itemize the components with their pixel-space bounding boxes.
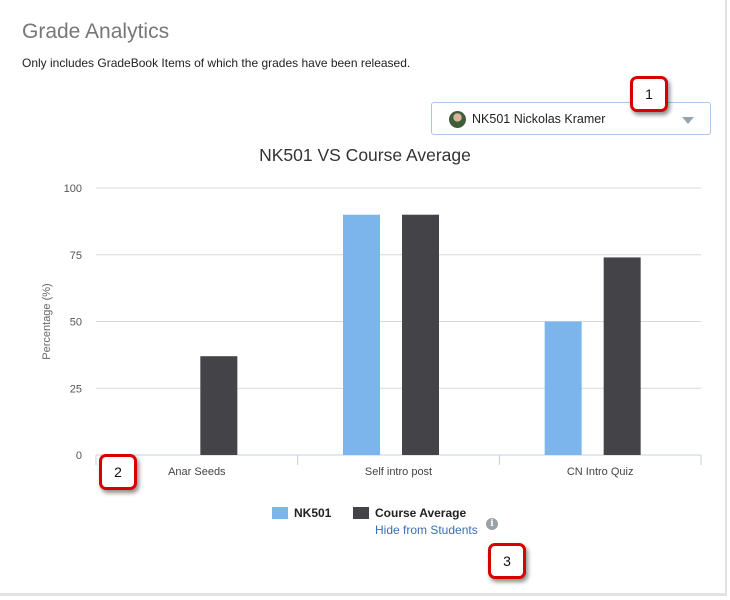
chevron-down-icon[interactable] [682, 117, 694, 124]
legend-label-nk501: NK501 [294, 506, 332, 520]
bar-course-average [603, 257, 641, 455]
y-tick-label: 0 [76, 450, 82, 462]
bar-nk501 [544, 321, 582, 455]
y-tick-label: 100 [64, 183, 82, 195]
callout-3: 3 [488, 543, 526, 579]
y-tick-label: 75 [70, 250, 82, 262]
page-title: Grade Analytics [22, 20, 170, 43]
bar-nk501 [343, 214, 380, 455]
legend-swatch-course-average [353, 507, 369, 519]
x-tick-label: Anar Seeds [168, 466, 226, 478]
legend-label-course-average: Course Average [375, 506, 467, 520]
callout-1: 1 [630, 76, 668, 112]
x-tick-label: CN Intro Quiz [567, 466, 634, 478]
y-tick-label: 50 [70, 317, 82, 329]
y-axis-label: Percentage (%) [41, 283, 53, 359]
page-subtitle: Only includes GradeBook Items of which t… [22, 56, 411, 70]
bar-course-average [200, 356, 238, 455]
chart-title: NK501 VS Course Average [259, 145, 471, 165]
info-icon[interactable]: i [486, 518, 498, 530]
student-avatar-icon [449, 111, 466, 128]
legend-swatch-nk501 [272, 507, 288, 519]
student-select-value: NK501 Nickolas Kramer [472, 112, 606, 126]
x-tick-label: Self intro post [365, 466, 432, 478]
y-tick-label: 25 [70, 383, 82, 395]
hide-from-students-link[interactable]: Hide from Students [375, 523, 478, 537]
bar-course-average [402, 214, 439, 455]
callout-2: 2 [99, 454, 137, 490]
